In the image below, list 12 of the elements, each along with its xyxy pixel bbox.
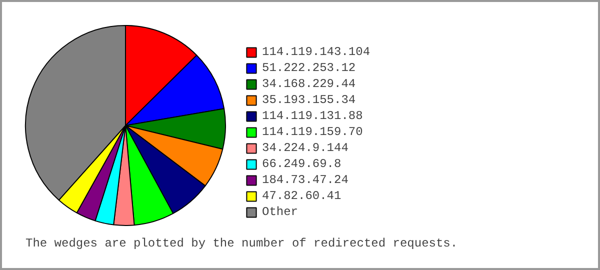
legend-label: Other xyxy=(262,204,298,220)
legend-label: 51.222.253.12 xyxy=(262,60,356,76)
legend-label: 114.119.159.70 xyxy=(262,124,363,140)
legend-label: 34.168.229.44 xyxy=(262,76,356,92)
legend-label: 34.224.9.144 xyxy=(262,140,348,156)
legend-label: 114.119.143.104 xyxy=(262,44,370,60)
legend-label: 114.119.131.88 xyxy=(262,108,363,124)
text: The wedges are plotted by the number of redirected requests. xyxy=(26,236,458,250)
legend-label: 35.193.155.34 xyxy=(262,92,356,108)
legend-label: 184.73.47.24 xyxy=(262,172,348,188)
legend-label: 66.249.69.8 xyxy=(262,156,342,172)
legend-label: 47.82.60.41 xyxy=(262,188,342,204)
